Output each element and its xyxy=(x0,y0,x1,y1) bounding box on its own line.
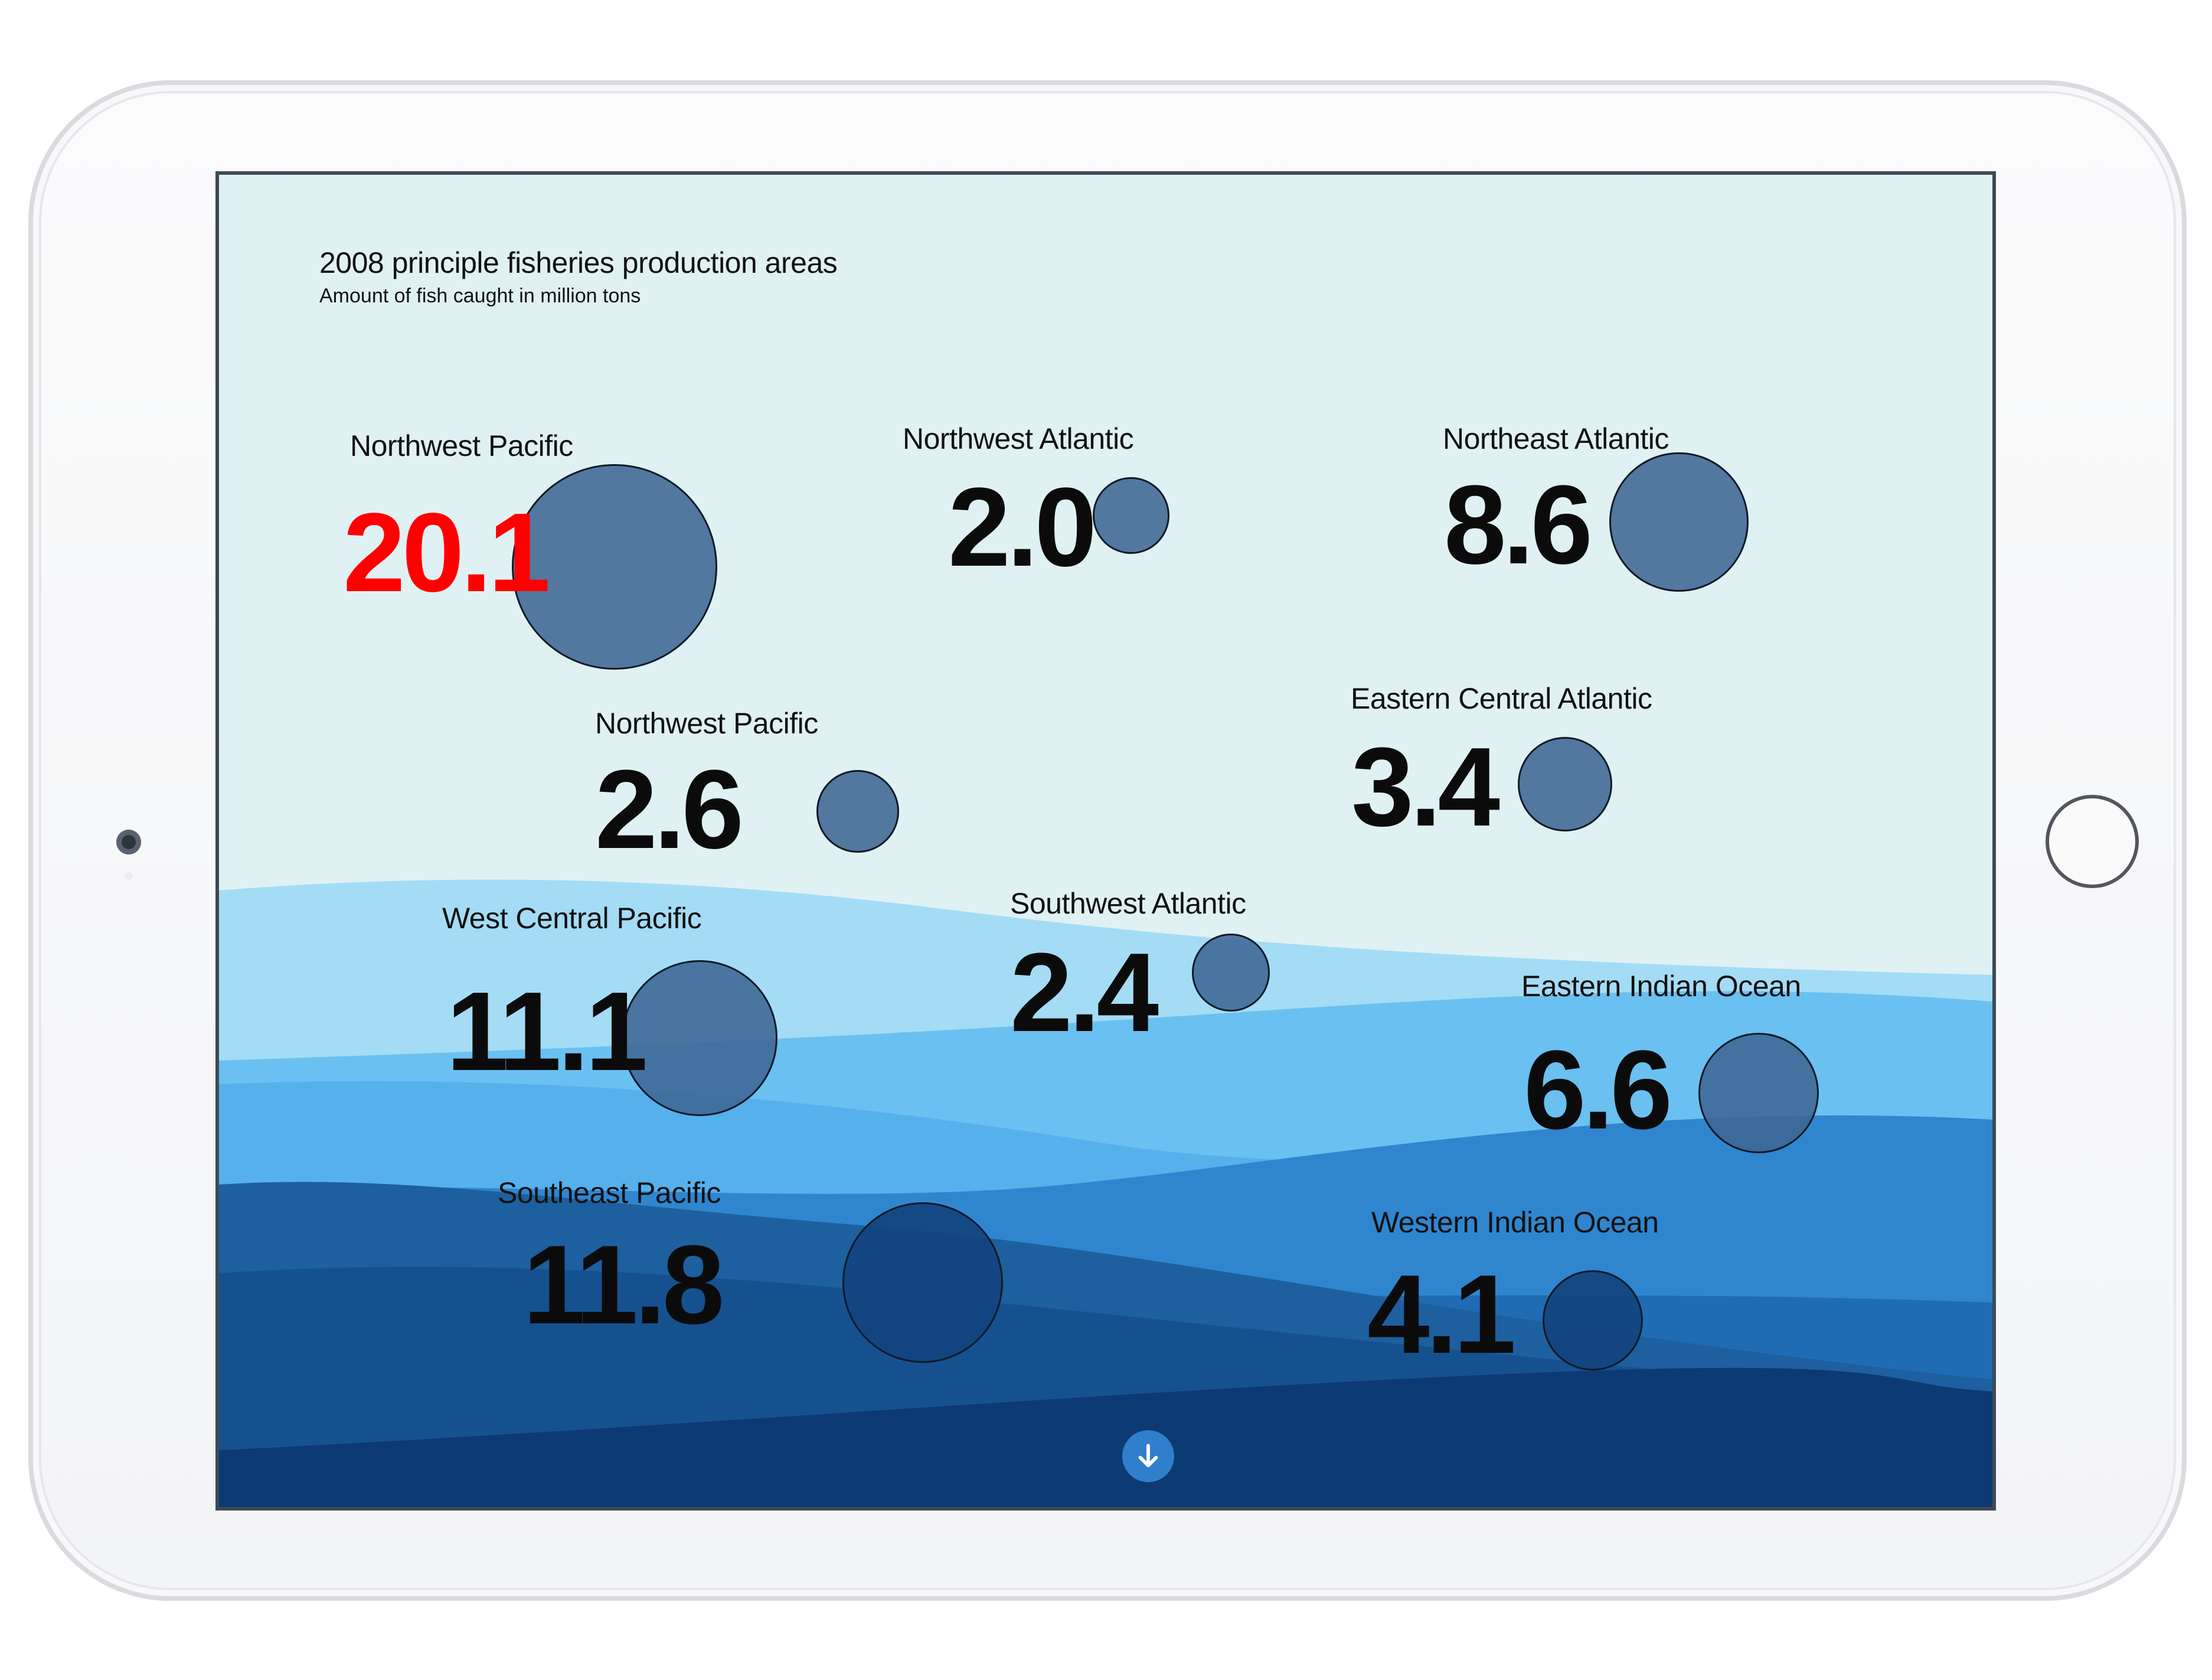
chart-header: 2008 principle fisheries production area… xyxy=(319,246,838,308)
region-bubble xyxy=(1698,1033,1819,1153)
region-bubble xyxy=(816,770,899,853)
region-bubble xyxy=(622,960,777,1116)
sensor-dot xyxy=(125,872,133,880)
scroll-down-button[interactable] xyxy=(1122,1430,1174,1482)
region-bubble xyxy=(1093,477,1169,554)
region-value: 2.4 xyxy=(1010,930,1159,1055)
region-value: 2.0 xyxy=(948,465,1097,590)
chart-subtitle: Amount of fish caught in million tons xyxy=(319,285,641,307)
region-bubble xyxy=(842,1202,1003,1363)
screen: 2008 principle fisheries production area… xyxy=(215,171,1996,1511)
chart-title: 2008 principle fisheries production area… xyxy=(319,246,838,279)
home-button[interactable] xyxy=(2046,795,2139,888)
region-bubble xyxy=(1192,934,1270,1012)
region-label: Northeast Atlantic xyxy=(1443,422,1669,455)
ocean-waves-background xyxy=(219,879,1992,1507)
region-label: Northwest Pacific xyxy=(350,429,573,462)
region-label: Northwest Atlantic xyxy=(903,422,1134,455)
region-value: 11.8 xyxy=(523,1222,724,1348)
arrow-down-icon xyxy=(1138,1444,1158,1467)
camera-icon xyxy=(116,830,141,854)
region-value: 3.4 xyxy=(1351,725,1500,850)
region-bubble xyxy=(1518,737,1612,831)
region-value: 6.6 xyxy=(1524,1027,1672,1153)
region-label: Eastern Indian Ocean xyxy=(1521,970,1801,1003)
region-bubble xyxy=(512,464,717,670)
region-value: 2.6 xyxy=(595,747,744,872)
region-label: Eastern Central Atlantic xyxy=(1351,682,1652,715)
region-bubble xyxy=(1543,1270,1643,1371)
region-label: Southeast Pacific xyxy=(498,1176,721,1209)
region-label: Southwest Atlantic xyxy=(1010,887,1246,920)
region-value: 4.1 xyxy=(1367,1252,1516,1377)
region-value: 11.1 xyxy=(446,969,648,1094)
region-label: Northwest Pacific xyxy=(595,707,818,740)
region-value: 20.1 xyxy=(343,490,551,615)
region-bubble xyxy=(1609,452,1749,592)
region-label: West Central Pacific xyxy=(442,902,702,935)
region-value: 8.6 xyxy=(1444,462,1593,588)
region-label: Western Indian Ocean xyxy=(1371,1206,1659,1239)
